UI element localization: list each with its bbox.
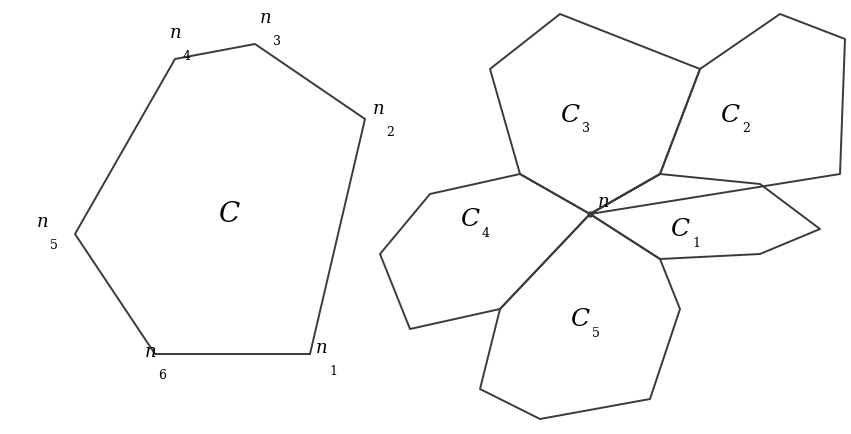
- Text: 3: 3: [273, 35, 281, 48]
- Text: n: n: [598, 193, 609, 210]
- Text: 4: 4: [482, 227, 490, 240]
- Text: 5: 5: [50, 238, 58, 251]
- Text: 2: 2: [386, 126, 394, 139]
- Text: n: n: [316, 338, 328, 356]
- Text: 1: 1: [329, 364, 337, 377]
- Text: n: n: [373, 100, 385, 118]
- Text: 5: 5: [592, 326, 600, 339]
- Text: 4: 4: [183, 50, 191, 63]
- Text: n: n: [260, 9, 271, 27]
- Text: n: n: [37, 213, 49, 230]
- Text: C: C: [220, 201, 241, 228]
- Text: C: C: [561, 103, 580, 126]
- Text: 3: 3: [582, 122, 590, 135]
- Text: 2: 2: [742, 122, 750, 135]
- Text: n: n: [170, 24, 181, 42]
- Text: 1: 1: [692, 237, 700, 250]
- Text: C: C: [460, 208, 480, 231]
- Text: n: n: [145, 342, 157, 360]
- Text: C: C: [721, 103, 740, 126]
- Text: C: C: [671, 218, 689, 241]
- Text: C: C: [570, 308, 590, 331]
- Text: 6: 6: [158, 368, 166, 381]
